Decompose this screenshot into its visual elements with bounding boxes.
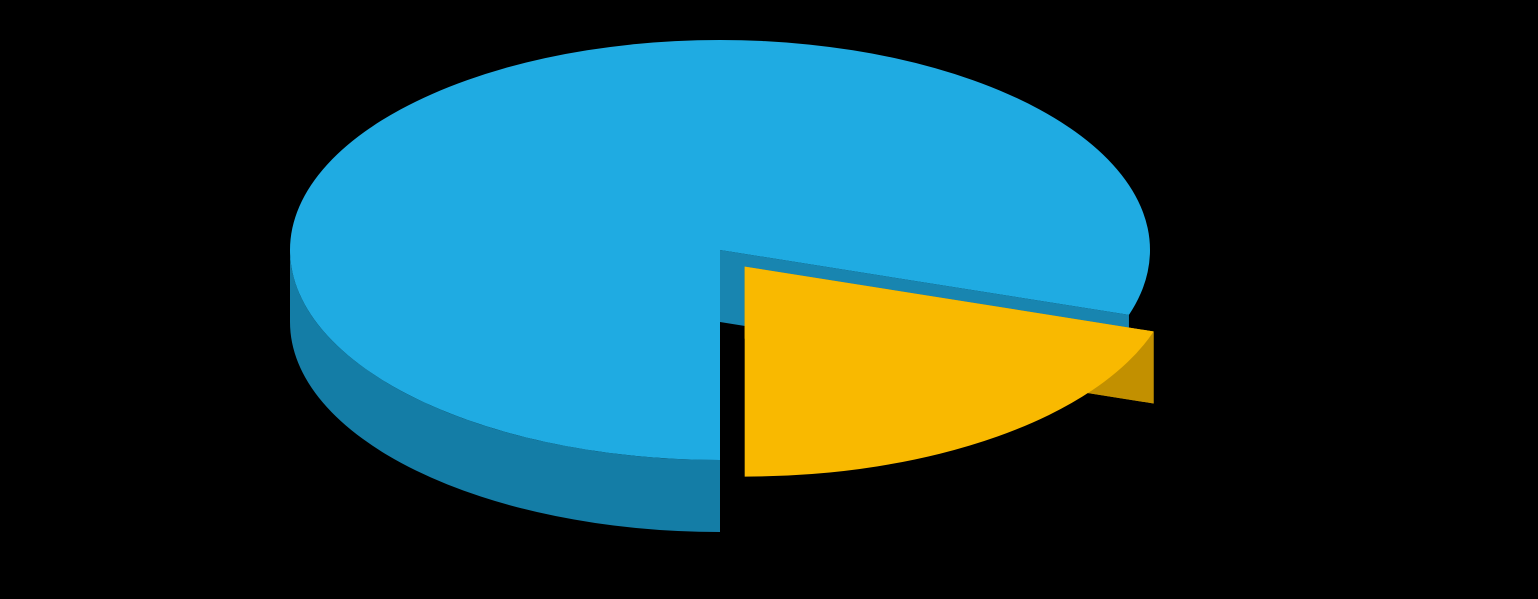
pie-chart-svg	[0, 0, 1538, 599]
pie-group	[290, 40, 1154, 549]
pie-chart-3d	[0, 0, 1538, 599]
